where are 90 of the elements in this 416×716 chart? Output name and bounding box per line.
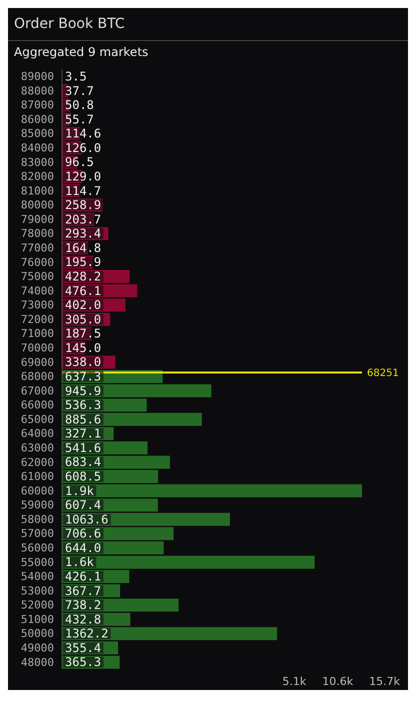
y-tick-label: 50000	[20, 627, 54, 640]
data-label: 129.0	[65, 170, 102, 184]
data-label: 536.3	[65, 398, 102, 412]
y-tick-label: 78000	[20, 227, 54, 240]
data-label: 187.5	[65, 326, 102, 341]
chart-title: Order Book BTC	[8, 8, 408, 41]
y-tick-label: 56000	[20, 541, 54, 554]
data-label: 50.8	[65, 98, 94, 112]
y-tick-label: 57000	[20, 527, 54, 540]
data-label: 476.1	[65, 284, 102, 298]
data-label: 738.2	[65, 598, 102, 612]
data-label: 706.6	[65, 526, 102, 541]
data-label: 1362.2	[65, 626, 108, 641]
y-tick-label: 49000	[20, 641, 54, 654]
y-tick-label: 69000	[20, 356, 54, 369]
data-label: 402.0	[65, 298, 102, 312]
text: 10.6k	[322, 675, 354, 688]
data-label: 1063.6	[65, 512, 108, 526]
y-tick-label: 52000	[20, 598, 54, 612]
y-tick-label: 63000	[20, 441, 54, 454]
data-label: 293.4	[65, 226, 102, 241]
y-tick-label: 59000	[20, 498, 54, 512]
data-label: 55.7	[65, 112, 94, 126]
data-label: 644.0	[65, 540, 102, 555]
data-label: 367.7	[65, 584, 102, 598]
y-tick-label: 74000	[20, 284, 54, 298]
data-label: 541.6	[65, 440, 102, 455]
y-tick-label: 75000	[20, 270, 54, 284]
y-tick-label: 51000	[20, 612, 54, 626]
data-label: 1.6k	[65, 555, 95, 570]
data-label: 426.1	[65, 570, 102, 584]
y-tick-label: 55000	[20, 556, 54, 569]
y-tick-label: 68000	[20, 370, 54, 384]
y-tick-label: 73000	[20, 298, 54, 312]
y-tick-label: 79000	[20, 212, 54, 226]
y-tick-label: 65000	[20, 412, 54, 426]
data-label: 355.4	[65, 640, 102, 655]
data-label: 338.0	[65, 355, 102, 370]
y-tick-label: 61000	[20, 470, 54, 484]
y-tick-label: 85000	[20, 127, 54, 140]
data-label: 195.9	[65, 255, 102, 270]
y-tick-label: 70000	[20, 341, 54, 354]
data-label: 683.4	[65, 455, 102, 470]
data-label: 3.5	[65, 70, 87, 84]
data-label: 145.0	[65, 340, 102, 355]
data-label: 637.3	[65, 370, 102, 384]
y-tick-label: 64000	[20, 427, 54, 440]
data-label: 126.0	[65, 140, 102, 155]
y-tick-label: 80000	[20, 198, 54, 212]
y-tick-label: 77000	[20, 241, 54, 254]
data-label: 258.9	[65, 198, 102, 212]
ref-line-label: 68251	[367, 368, 399, 380]
y-tick-label: 60000	[20, 484, 54, 498]
data-label: 114.6	[65, 126, 102, 141]
data-label: 164.8	[65, 240, 102, 255]
data-label: 608.5	[65, 470, 102, 484]
y-tick-label: 53000	[20, 584, 54, 598]
y-tick-label: 86000	[20, 112, 54, 126]
y-tick-label: 66000	[20, 398, 54, 412]
y-tick-label: 89000	[20, 70, 54, 84]
y-tick-label: 82000	[20, 170, 54, 184]
data-label: 945.9	[65, 384, 102, 398]
y-tick-label: 48000	[20, 656, 54, 669]
text: 15.7k	[369, 675, 400, 688]
data-label: 114.7	[65, 184, 102, 198]
chart-subtitle: Aggregated 9 markets	[13, 44, 150, 61]
text: 5.1k	[282, 675, 306, 688]
data-label: 96.5	[65, 155, 94, 170]
y-tick-label: 76000	[20, 256, 54, 269]
y-tick-label: 87000	[20, 98, 54, 112]
y-tick-label: 67000	[20, 384, 54, 398]
data-label: 607.4	[65, 498, 102, 512]
data-label: 203.7	[65, 212, 102, 226]
data-label: 37.7	[65, 84, 94, 98]
y-tick-label: 81000	[20, 184, 54, 198]
y-tick-label: 83000	[20, 156, 54, 169]
data-label: 327.1	[65, 426, 102, 441]
y-tick-label: 88000	[20, 84, 54, 98]
data-label: 885.6	[65, 412, 102, 426]
y-tick-label: 54000	[20, 570, 54, 584]
data-label: 305.0	[65, 312, 102, 326]
data-label: 1.9k	[65, 484, 95, 498]
data-label: 428.2	[65, 270, 102, 284]
y-tick-label: 84000	[20, 141, 54, 154]
y-tick-label: 71000	[20, 327, 54, 340]
data-label: 365.3	[65, 655, 102, 670]
y-tick-label: 72000	[20, 312, 54, 326]
y-tick-label: 58000	[20, 512, 54, 526]
y-tick-label: 62000	[20, 456, 54, 469]
data-label: 432.8	[65, 612, 102, 626]
